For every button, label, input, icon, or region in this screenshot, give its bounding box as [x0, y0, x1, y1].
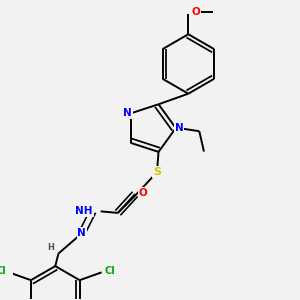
Text: Cl: Cl	[104, 266, 115, 276]
Text: N: N	[175, 123, 183, 133]
Text: H: H	[47, 243, 54, 252]
Text: N: N	[77, 228, 86, 238]
Text: NH: NH	[75, 206, 93, 216]
Text: O: O	[192, 7, 200, 17]
Text: Cl: Cl	[0, 266, 7, 276]
Text: O: O	[139, 188, 147, 198]
Text: N: N	[123, 108, 132, 118]
Text: S: S	[153, 167, 161, 177]
